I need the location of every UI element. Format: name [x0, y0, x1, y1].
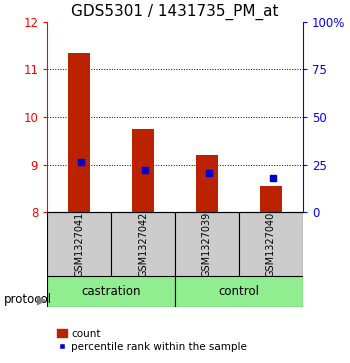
Bar [48, 276, 175, 307]
Bar [196, 155, 218, 212]
Text: GSM1327040: GSM1327040 [266, 212, 276, 277]
Text: ▶: ▶ [37, 293, 47, 306]
Text: control: control [218, 285, 259, 298]
Bar [239, 212, 302, 276]
Bar [175, 276, 302, 307]
Text: protocol: protocol [4, 293, 52, 306]
Bar [68, 53, 90, 212]
Text: GSM1327039: GSM1327039 [202, 212, 212, 277]
Text: castration: castration [81, 285, 141, 298]
Title: GDS5301 / 1431735_PM_at: GDS5301 / 1431735_PM_at [71, 4, 279, 20]
Bar [260, 186, 282, 212]
Text: GSM1327042: GSM1327042 [138, 211, 148, 277]
Bar [48, 212, 111, 276]
Bar [132, 129, 154, 212]
Legend: count, percentile rank within the sample: count, percentile rank within the sample [52, 325, 251, 356]
Bar [111, 212, 175, 276]
Bar [175, 212, 239, 276]
Text: GSM1327041: GSM1327041 [74, 212, 84, 277]
